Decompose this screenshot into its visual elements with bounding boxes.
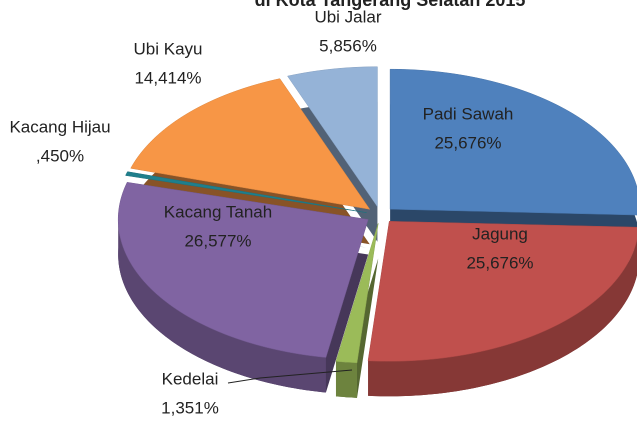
slice-value-label: 25,676% (434, 133, 501, 152)
slice-side (335, 361, 358, 398)
slice-label: Jagung (472, 224, 528, 243)
slice (389, 68, 637, 216)
slice-value-label: 26,577% (184, 231, 251, 250)
slice-value-label: 5,856% (319, 36, 377, 55)
slice (125, 171, 367, 213)
slice (367, 221, 637, 362)
slice-side (368, 240, 637, 397)
slice (117, 182, 369, 358)
slice-value-label: 14,414% (134, 68, 201, 87)
slice-label: Kacang Hijau (9, 117, 110, 136)
slice (130, 78, 371, 210)
slice-label: Ubi Jalar (314, 7, 381, 26)
chart-title: di Kota Tangerang Selatan 2015 (255, 0, 526, 10)
slice (335, 223, 379, 364)
slice-label: Padi Sawah (423, 104, 514, 123)
slice (287, 66, 378, 208)
slice-label: Kacang Tanah (164, 202, 272, 221)
slice-label: Kedelai (162, 369, 219, 388)
leader-line (227, 369, 353, 384)
slice-value-label: 25,676% (466, 253, 533, 272)
slice-value-label: ,450% (36, 146, 84, 165)
slice-value-label: 1,351% (161, 398, 219, 417)
slice-label: Ubi Kayu (134, 39, 203, 58)
